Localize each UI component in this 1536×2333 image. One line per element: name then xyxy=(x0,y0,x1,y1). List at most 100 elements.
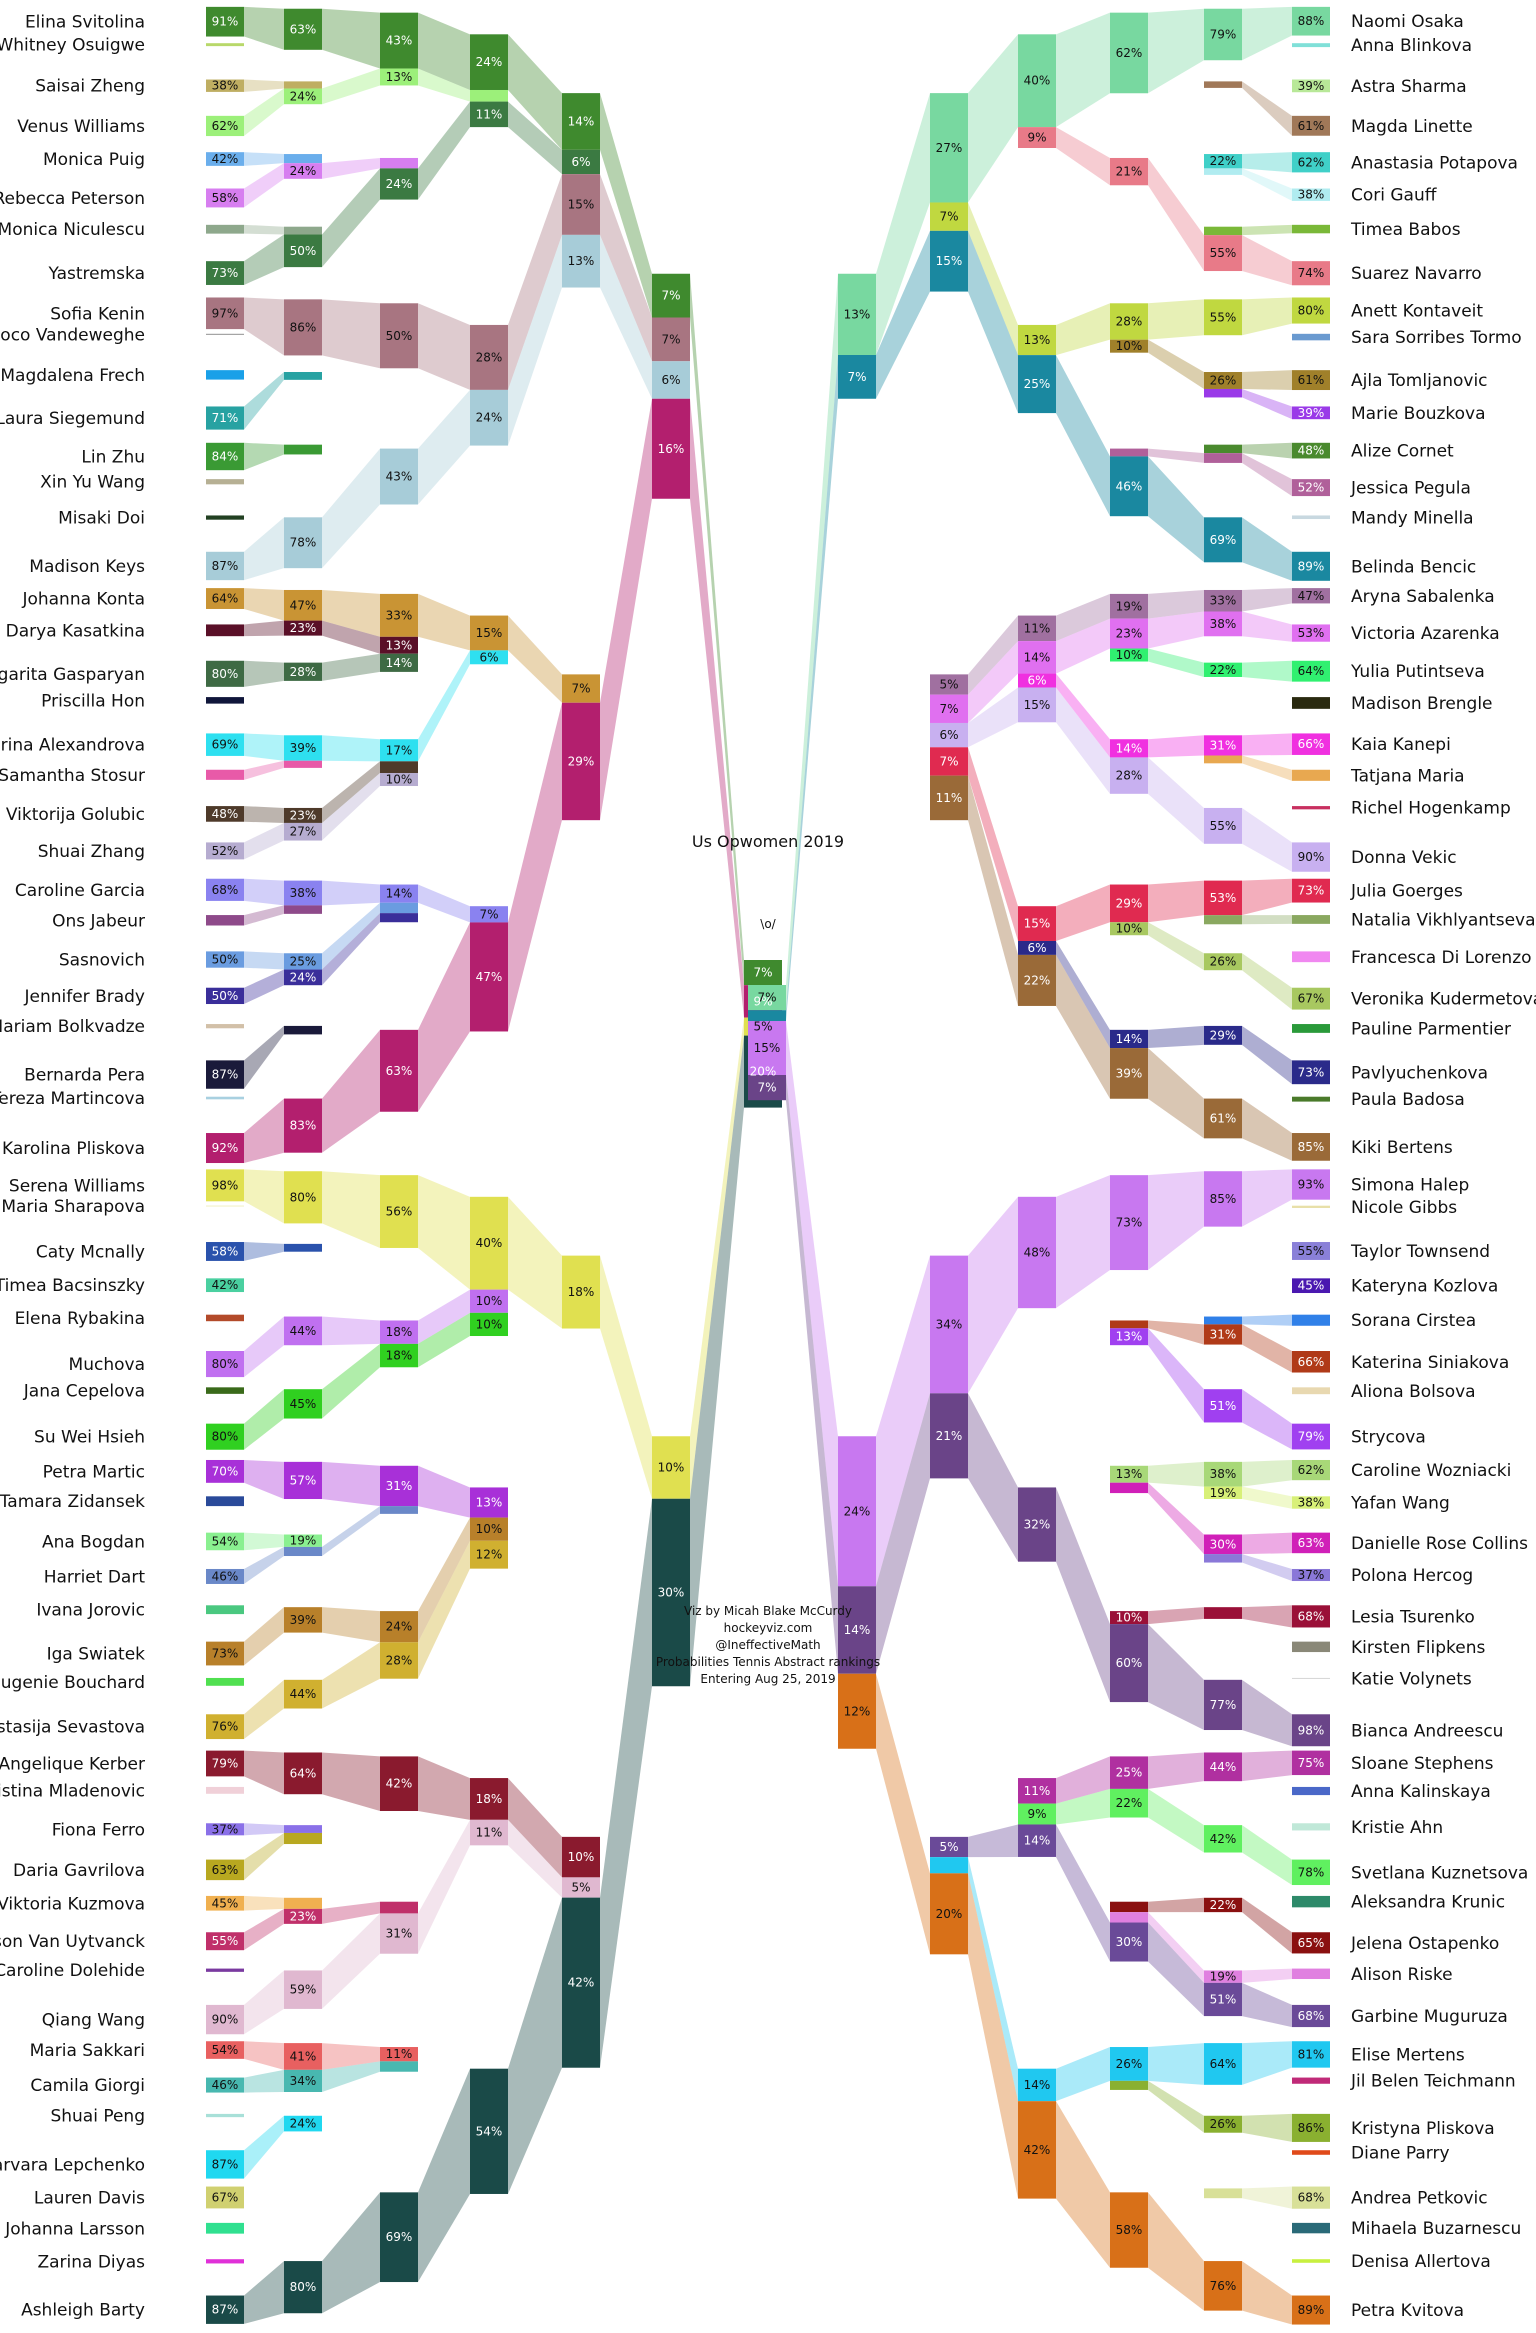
prob-bar xyxy=(206,1096,244,1100)
prob-bar xyxy=(206,479,244,485)
prob-bar xyxy=(1204,807,1242,844)
prob-bar xyxy=(652,398,690,499)
prob-bar xyxy=(1204,1025,1242,1045)
player-name: Tamara Zidansek xyxy=(0,1492,145,1512)
prob-bar xyxy=(1110,1328,1148,1346)
prob-label: 93% xyxy=(1298,1178,1325,1192)
prob-label: 18% xyxy=(476,1792,503,1806)
player-name: Lesia Tsurenko xyxy=(1351,1607,1475,1627)
prob-bar xyxy=(284,589,322,621)
prob-label: 73% xyxy=(1116,1216,1143,1230)
prob-bar xyxy=(1292,6,1330,36)
flow-band xyxy=(1056,1824,1110,1962)
player-name: Mandy Minella xyxy=(1351,508,1474,528)
prob-bar xyxy=(838,1586,876,1674)
prob-label: 83% xyxy=(290,1119,317,1133)
flow-band xyxy=(1148,8,1204,94)
prob-label: 45% xyxy=(1298,1279,1325,1293)
prob-label: 15% xyxy=(754,1041,781,1055)
prob-bar xyxy=(1292,2295,1330,2325)
prob-bar xyxy=(380,168,418,200)
prob-label: 55% xyxy=(212,1934,239,1948)
player-name: Bernarda Pera xyxy=(24,1066,145,1086)
prob-label: 14% xyxy=(386,656,413,670)
prob-bar xyxy=(284,517,322,569)
prob-bar xyxy=(1110,448,1148,457)
prob-bar xyxy=(206,224,244,234)
prob-label: 63% xyxy=(1298,1536,1325,1550)
prob-bar xyxy=(1292,1677,1330,1679)
prob-bar xyxy=(1292,806,1330,810)
prob-label: 67% xyxy=(212,2190,239,2204)
prob-label: 30% xyxy=(1210,1537,1237,1551)
prob-bar xyxy=(1292,1278,1330,1294)
prob-label: 90% xyxy=(212,2013,239,2027)
flow-band xyxy=(322,1029,380,1153)
player-name: Magdalena Frech xyxy=(0,366,145,386)
prob-bar xyxy=(562,1255,600,1329)
prob-label: 78% xyxy=(290,536,317,550)
prob-label: 87% xyxy=(212,559,239,573)
prob-label: 37% xyxy=(212,1822,239,1836)
prob-bar xyxy=(1292,1750,1330,1776)
prob-label: 44% xyxy=(290,1324,317,1338)
prob-label: 11% xyxy=(476,107,503,121)
flow-band xyxy=(1242,1554,1292,1582)
prob-bar xyxy=(380,1320,418,1344)
flow-band xyxy=(244,1242,284,1261)
prob-bar xyxy=(206,697,244,704)
flow-band xyxy=(1242,168,1292,201)
flow-band xyxy=(1242,224,1292,236)
prob-bar xyxy=(1018,324,1056,356)
prob-bar xyxy=(1018,673,1056,688)
prob-bar xyxy=(206,1750,244,1777)
prob-bar xyxy=(1292,1242,1330,1260)
prob-bar xyxy=(470,2068,508,2194)
prob-label: 24% xyxy=(290,2117,317,2131)
prob-bar xyxy=(1204,2188,1242,2199)
flow-band xyxy=(786,355,838,1021)
prob-bar xyxy=(1110,303,1148,340)
prob-label: 53% xyxy=(1298,626,1325,640)
prob-bar xyxy=(470,922,508,1032)
prob-bar xyxy=(1204,1534,1242,1555)
prob-bar xyxy=(284,1316,322,1346)
player-name: Caroline Garcia xyxy=(15,881,145,901)
prob-bar xyxy=(380,739,418,762)
flow-band xyxy=(1242,878,1292,916)
prob-bar xyxy=(930,1255,968,1394)
prob-label: 64% xyxy=(1298,664,1325,678)
prob-bar xyxy=(1292,2041,1330,2068)
prob-bar xyxy=(470,1487,508,1518)
prob-label: 53% xyxy=(1210,891,1237,905)
prob-label: 31% xyxy=(386,1479,413,1493)
prob-bar xyxy=(380,913,418,923)
prob-label: 22% xyxy=(1024,973,1051,987)
prob-bar xyxy=(206,769,244,780)
prob-bar xyxy=(380,653,418,672)
flow-band xyxy=(508,1778,562,1878)
flow-band xyxy=(1242,1025,1292,1085)
prob-label: 31% xyxy=(1210,1327,1237,1341)
prob-label: 10% xyxy=(1116,922,1143,936)
prob-label: 70% xyxy=(212,1464,239,1478)
prob-bar xyxy=(206,442,244,471)
flow-band xyxy=(418,922,470,1112)
prob-bar xyxy=(1110,2047,1148,2081)
prob-label: 39% xyxy=(1116,1066,1143,1080)
prob-bar xyxy=(1110,2192,1148,2268)
prob-label: 13% xyxy=(386,70,413,84)
prob-bar xyxy=(1204,1554,1242,1563)
flow-band xyxy=(418,1517,470,1643)
prob-bar xyxy=(1018,641,1056,674)
prob-bar xyxy=(1292,551,1330,581)
flow-band xyxy=(244,6,284,50)
prob-label: 9% xyxy=(753,994,772,1008)
flow-band xyxy=(322,2043,380,2070)
prob-bar xyxy=(1292,660,1330,682)
flow-band xyxy=(244,517,284,581)
prob-label: 98% xyxy=(1298,1723,1325,1737)
flow-band xyxy=(244,1908,284,1951)
prob-label: 55% xyxy=(1210,310,1237,324)
prob-bar xyxy=(380,1642,418,1679)
